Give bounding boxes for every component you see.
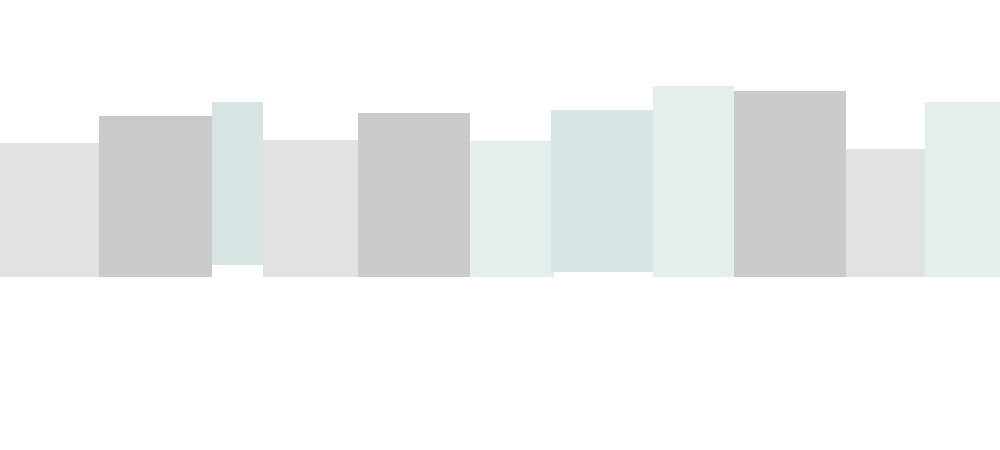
block-6 [470, 141, 554, 277]
block-5 [358, 113, 470, 277]
block-2 [99, 116, 212, 277]
block-3 [212, 102, 263, 265]
block-8 [653, 86, 734, 277]
block-11 [925, 102, 1000, 277]
block-7 [551, 110, 653, 272]
block-1 [0, 143, 100, 277]
block-10 [846, 149, 925, 277]
block-4 [263, 140, 358, 277]
block-9 [734, 91, 846, 277]
